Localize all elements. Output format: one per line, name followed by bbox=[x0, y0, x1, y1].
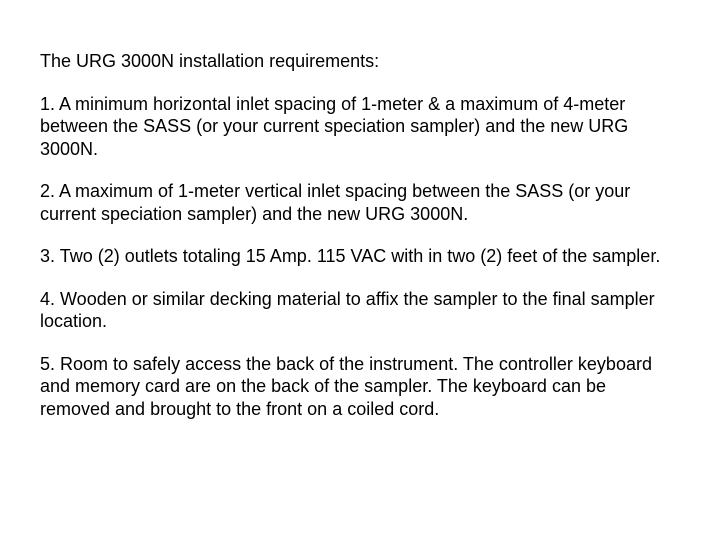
list-item: 5. Room to safely access the back of the… bbox=[40, 353, 680, 421]
list-item: 3. Two (2) outlets totaling 15 Amp. 115 … bbox=[40, 245, 680, 268]
list-item: 2. A maximum of 1-meter vertical inlet s… bbox=[40, 180, 680, 225]
list-item: 1. A minimum horizontal inlet spacing of… bbox=[40, 93, 680, 161]
document-page: The URG 3000N installation requirements:… bbox=[0, 0, 720, 540]
page-title: The URG 3000N installation requirements: bbox=[40, 50, 680, 73]
list-item: 4. Wooden or similar decking material to… bbox=[40, 288, 680, 333]
